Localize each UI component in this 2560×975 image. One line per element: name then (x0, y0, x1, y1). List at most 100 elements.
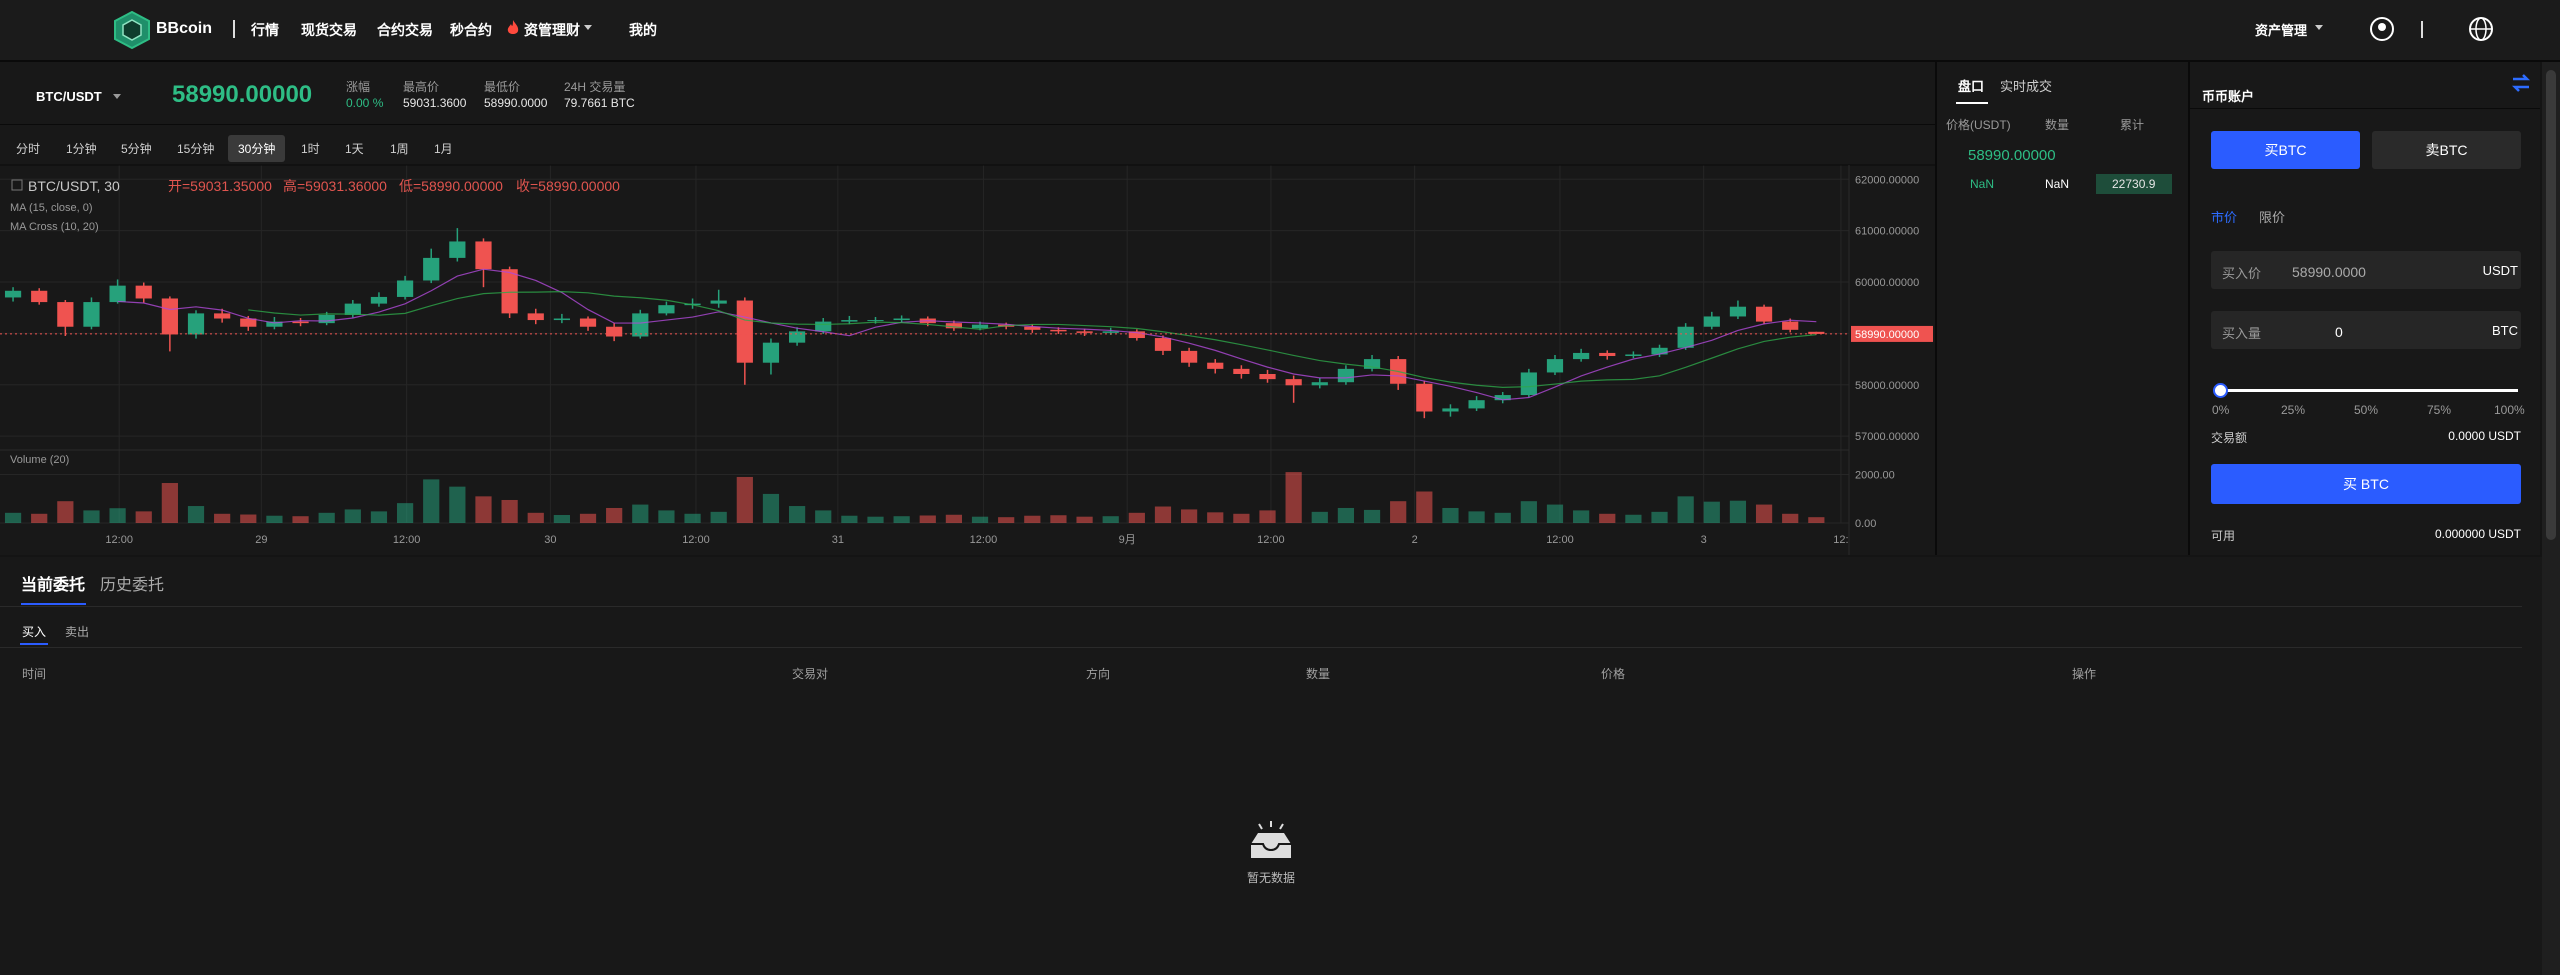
volume-bar (501, 499, 518, 523)
interval-button[interactable]: 1月 (434, 142, 453, 156)
volume-bar (31, 513, 48, 523)
order-type-tab[interactable]: 限价 (2259, 210, 2286, 225)
orderbook-cell: 22730.9 (2112, 177, 2156, 191)
candle-body (606, 326, 623, 337)
volume-bar (971, 516, 989, 523)
candle-body (841, 320, 858, 322)
candle-body (423, 257, 440, 281)
candle-body (449, 241, 466, 258)
volume-bar (841, 515, 858, 523)
price-input[interactable] (2211, 251, 2521, 289)
volume-bar (214, 513, 231, 523)
divider (0, 124, 1935, 125)
swap-icon[interactable] (2511, 73, 2531, 93)
volume-bar (318, 512, 335, 523)
nav-link[interactable]: 行情 (251, 22, 279, 38)
slider-label[interactable]: 100% (2494, 403, 2525, 417)
orderbook-cell: NaN (1970, 177, 1995, 191)
input-label: 买入量 (2222, 326, 2262, 341)
orderbook-tab[interactable]: 实时成交 (2000, 79, 2053, 94)
collapse-icon[interactable] (11, 179, 23, 191)
side-tab[interactable]: 买入 (22, 625, 47, 639)
interval-button[interactable]: 分时 (16, 142, 41, 156)
amount-input[interactable] (2211, 311, 2521, 349)
nav-bar: BBcoin 行情 现货交易 合约交易 秒合约 资管理财 我的 资产管理 (0, 0, 2560, 62)
candle-body (214, 313, 231, 319)
orders-tab[interactable]: 当前委托 (21, 577, 86, 594)
x-tick-label: 31 (832, 534, 844, 546)
candle-body (4, 290, 22, 298)
candle-body (553, 318, 570, 321)
candle-body (1207, 362, 1224, 369)
nav-link[interactable]: 合约交易 (377, 22, 433, 38)
column-header: 数量 (1306, 667, 1331, 681)
candle-body (1181, 350, 1198, 363)
nav-link[interactable]: 我的 (629, 22, 657, 38)
volume-bar (998, 517, 1015, 523)
input-unit: USDT (2482, 263, 2518, 278)
candle-body (1651, 347, 1668, 355)
stat-value: 58990.0000 (484, 96, 548, 110)
submit-button[interactable]: 买 BTC (2211, 464, 2521, 504)
side-tab[interactable]: 卖出 (65, 625, 90, 639)
candle-body (240, 318, 257, 327)
user-icon[interactable] (2369, 16, 2395, 42)
nav-link[interactable]: 现货交易 (301, 22, 357, 38)
slider-label[interactable]: 50% (2354, 403, 2379, 417)
volume-bar (344, 509, 361, 523)
dropdown-caret (584, 25, 592, 30)
assets-menu[interactable]: 资产管理 (2255, 23, 2308, 38)
separator (2421, 21, 2423, 38)
slider-label[interactable]: 25% (2281, 403, 2306, 417)
slider-track[interactable] (2220, 389, 2518, 392)
slider-handle[interactable] (2213, 383, 2228, 398)
pair-selector[interactable]: BTC/USDT (36, 89, 102, 104)
buy-tab[interactable]: 买BTC (2211, 131, 2360, 169)
stat-label: 最高价 (403, 80, 440, 94)
candle-body (475, 241, 492, 270)
volume-bar (1416, 491, 1433, 523)
scrollbar-thumb[interactable] (2546, 70, 2556, 540)
orders-tab[interactable]: 历史委托 (100, 577, 165, 594)
interval-button[interactable]: 30分钟 (228, 135, 286, 162)
order-type-tab[interactable]: 市价 (2211, 210, 2238, 225)
column-header: 累计 (2120, 118, 2145, 132)
volume-bar (266, 515, 283, 523)
interval-button[interactable]: 1分钟 (66, 142, 97, 156)
candle-body (1259, 373, 1276, 380)
volume-bar (606, 507, 623, 523)
volume-bar (684, 513, 701, 523)
volume-bar (83, 510, 100, 523)
candle-body (579, 318, 597, 327)
interval-button[interactable]: 15分钟 (177, 142, 215, 156)
y-tick-label: 60000.00000 (1855, 277, 1919, 289)
interval-button[interactable]: 1天 (345, 142, 364, 156)
language-icon[interactable] (2468, 16, 2494, 42)
interval-button[interactable]: 1时 (301, 142, 320, 156)
candle-body (161, 298, 178, 335)
stat-value: 0.00 % (346, 96, 384, 110)
input-unit: BTC (2492, 323, 2518, 338)
interval-button[interactable]: 1周 (390, 142, 409, 156)
slider-label[interactable]: 75% (2427, 403, 2452, 417)
volume-bar (1363, 509, 1381, 523)
flame-icon (507, 20, 519, 34)
logo-icon (114, 10, 150, 50)
nav-link[interactable]: 秒合约 (450, 22, 492, 38)
volume-bar (788, 506, 806, 523)
volume-bar (1128, 512, 1145, 523)
volume-bar (1311, 511, 1328, 523)
orderbook-tab[interactable]: 盘口 (1958, 79, 1985, 94)
slider-label[interactable]: 0% (2212, 403, 2230, 417)
sell-tab[interactable]: 卖BTC (2372, 131, 2521, 169)
candle-body (57, 302, 74, 327)
stat-value: 59031.3600 (403, 96, 467, 110)
orderbook-panel (1937, 62, 2190, 555)
input-value: 0 (2335, 324, 2343, 340)
logo-text[interactable]: BBcoin (156, 20, 212, 37)
interval-button[interactable]: 5分钟 (121, 142, 152, 156)
input-label: 买入价 (2222, 266, 2262, 281)
x-tick-label: 29 (255, 534, 267, 546)
column-header: 数量 (2045, 118, 2070, 132)
nav-link[interactable]: 资管理财 (524, 22, 580, 38)
